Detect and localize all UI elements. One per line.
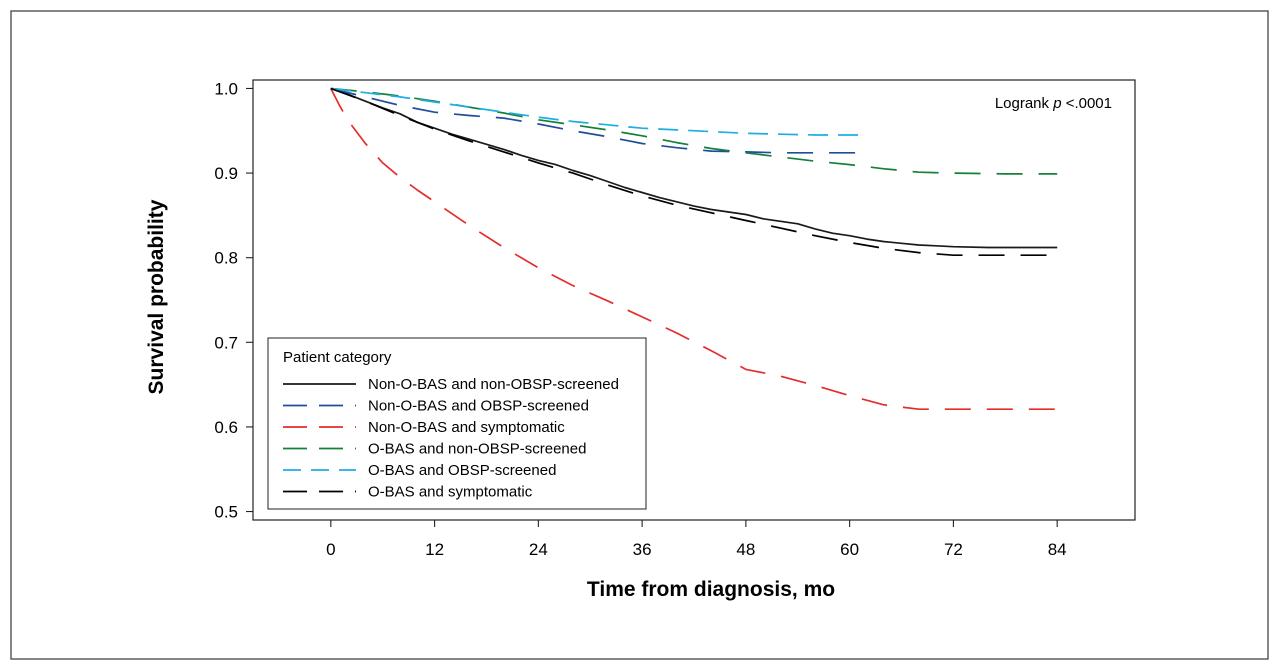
- y-axis: 0.5 0.6 0.7 0.8 0.9 1.0: [214, 79, 253, 522]
- plot-area-frame: [252, 79, 1136, 521]
- x-tick-label: 60: [840, 540, 859, 559]
- legend-label: Non-O-BAS and non-OBSP-screened: [368, 376, 619, 393]
- figure-frame: [10, 10, 1269, 660]
- logrank-annotation: Logrank p <.0001: [995, 95, 1112, 112]
- series-line-6: [330, 87, 1058, 257]
- series-line-5: [330, 87, 859, 136]
- series-line-4: [330, 87, 1058, 175]
- x-tick-label: 72: [944, 540, 963, 559]
- x-tick-label: 12: [425, 540, 444, 559]
- series-line-1: [330, 87, 1058, 249]
- x-axis-title: Time from diagnosis, mo: [587, 578, 835, 601]
- legend-label: O-BAS and non-OBSP-screened: [368, 441, 586, 458]
- series-line-2: [330, 87, 859, 154]
- series-line-3: [330, 88, 1058, 411]
- y-tick-label: 0.7: [214, 333, 238, 352]
- logrank-suffix: <.0001: [1062, 95, 1112, 112]
- x-tick-label: 36: [633, 540, 652, 559]
- legend-label: O-BAS and symptomatic: [368, 484, 533, 501]
- x-tick-label: 48: [736, 540, 755, 559]
- y-tick-label: 1.0: [214, 79, 238, 98]
- y-tick-label: 0.6: [214, 418, 238, 437]
- x-tick-label: 24: [529, 540, 548, 559]
- y-axis-title: Survival probability: [145, 199, 168, 394]
- legend-items: Non-O-BAS and non-OBSP-screened Non-O-BAS…: [283, 376, 619, 501]
- y-tick-label: 0.9: [214, 164, 238, 183]
- y-tick-label: 0.8: [214, 249, 238, 268]
- x-axis: 0 12 24 36 48 60 72 84: [326, 520, 1067, 559]
- legend-label: O-BAS and OBSP-screened: [368, 462, 556, 479]
- x-tick-label: 0: [326, 540, 335, 559]
- curves-layer: [330, 87, 1058, 411]
- legend-title: Patient category: [283, 349, 392, 366]
- legend: Patient category Non-O-BAS and non-OBSP-…: [267, 337, 647, 510]
- legend-label: Non-O-BAS and OBSP-screened: [368, 398, 589, 415]
- legend-box: [267, 337, 647, 510]
- logrank-p-italic: p: [1052, 95, 1061, 112]
- y-tick-label: 0.5: [214, 503, 238, 522]
- legend-label: Non-O-BAS and symptomatic: [368, 419, 565, 436]
- x-tick-label: 84: [1048, 540, 1067, 559]
- logrank-prefix: Logrank: [995, 95, 1053, 112]
